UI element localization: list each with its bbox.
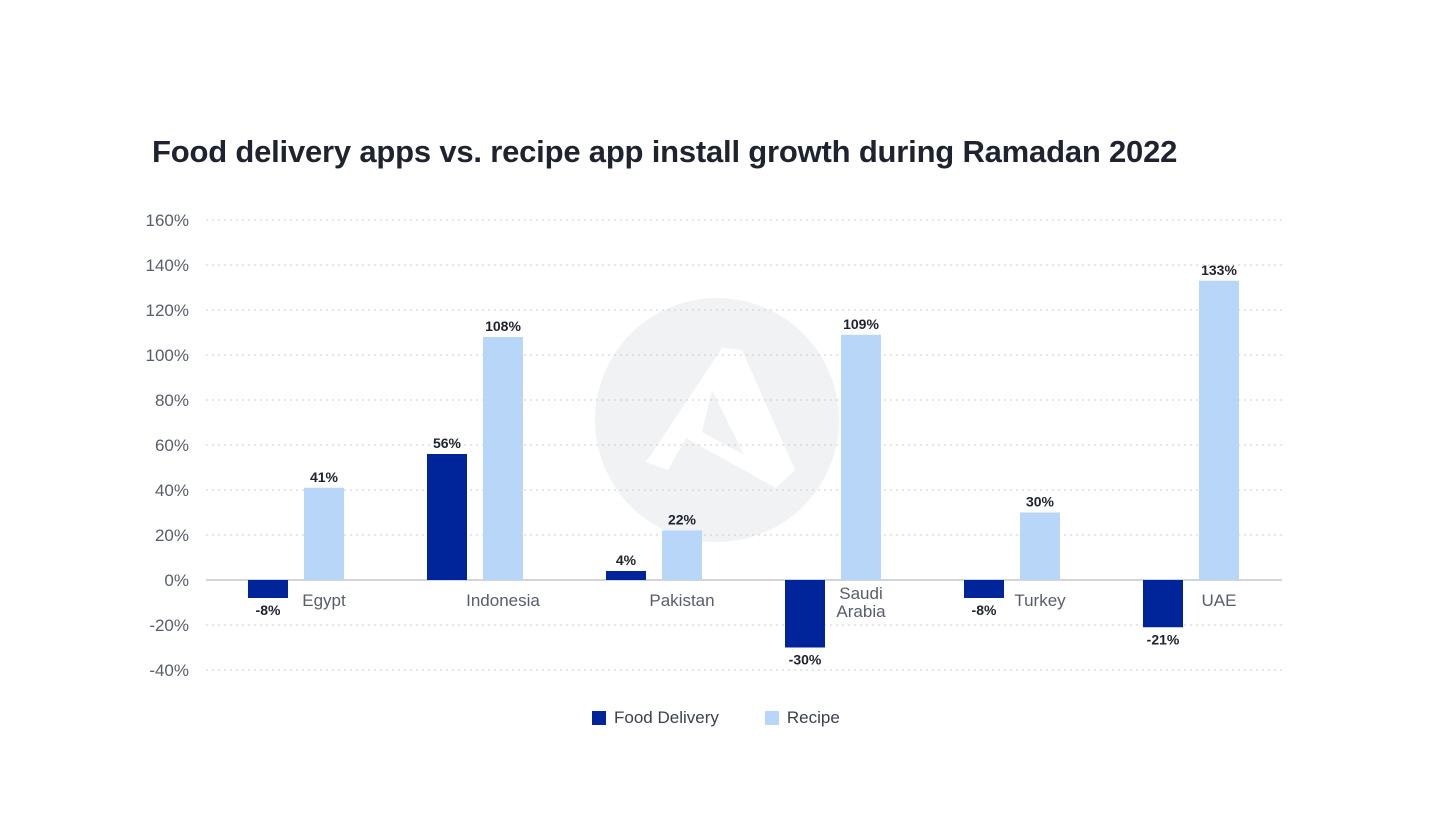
x-tick-label: Indonesia bbox=[466, 591, 540, 610]
y-tick-label: 160% bbox=[146, 211, 189, 230]
bar-recipe bbox=[662, 530, 702, 580]
data-label-recipe: 30% bbox=[1026, 494, 1055, 510]
legend-item-food-delivery: Food Delivery bbox=[592, 708, 719, 728]
data-label-food-delivery: -21% bbox=[1147, 631, 1180, 647]
x-tick-label: Turkey bbox=[1014, 591, 1066, 610]
y-tick-label: 100% bbox=[146, 346, 189, 365]
data-label-recipe: 109% bbox=[843, 316, 879, 332]
y-tick-label: 60% bbox=[155, 436, 189, 455]
bar-food-delivery bbox=[427, 454, 467, 580]
y-tick-label: 120% bbox=[146, 301, 189, 320]
data-label-food-delivery: -8% bbox=[256, 602, 281, 618]
y-tick-label: 0% bbox=[164, 571, 189, 590]
data-label-food-delivery: 56% bbox=[433, 435, 462, 451]
y-tick-label: 20% bbox=[155, 526, 189, 545]
x-tick-label: Arabia bbox=[836, 602, 886, 621]
grid-lines bbox=[206, 219, 1282, 671]
bar-food-delivery bbox=[606, 571, 646, 580]
bar-recipe bbox=[483, 337, 523, 580]
y-tick-label: 80% bbox=[155, 391, 189, 410]
y-tick-label: 140% bbox=[146, 256, 189, 275]
bar-recipe bbox=[1020, 512, 1060, 580]
legend-label-food-delivery: Food Delivery bbox=[614, 708, 719, 727]
legend-label-recipe: Recipe bbox=[786, 708, 840, 727]
data-label-food-delivery: 4% bbox=[616, 552, 637, 568]
y-axis: -40% -20% 0% 20% 40% 60% 80% 100% 120% 140% 160% bbox=[146, 211, 189, 680]
data-label-food-delivery: -8% bbox=[972, 602, 997, 618]
data-label-food-delivery: -30% bbox=[789, 652, 822, 668]
bars: -8% 41% 56% 108% 4% 22% -30% 109% -8% 30% -21% 133% bbox=[248, 262, 1239, 668]
legend-swatch-recipe bbox=[764, 711, 779, 725]
y-tick-label: -20% bbox=[149, 616, 189, 635]
data-label-recipe: 22% bbox=[668, 512, 697, 528]
bar-food-delivery bbox=[964, 580, 1004, 598]
bar-recipe bbox=[841, 334, 881, 580]
legend: Food Delivery Recipe bbox=[592, 708, 840, 728]
bar-recipe bbox=[304, 487, 344, 580]
bar-food-delivery bbox=[785, 580, 825, 648]
legend-item-recipe: Recipe bbox=[764, 708, 840, 728]
x-tick-label: Egypt bbox=[302, 591, 346, 610]
y-tick-label: -40% bbox=[149, 661, 189, 680]
bar-recipe bbox=[1199, 280, 1239, 580]
watermark-logo bbox=[595, 298, 839, 542]
bar-food-delivery bbox=[1143, 580, 1183, 628]
x-tick-label: Saudi bbox=[839, 584, 882, 603]
x-tick-label: UAE bbox=[1202, 591, 1237, 610]
data-label-recipe: 108% bbox=[485, 318, 521, 334]
data-label-recipe: 133% bbox=[1201, 262, 1237, 278]
y-tick-label: 40% bbox=[155, 481, 189, 500]
bar-food-delivery bbox=[248, 580, 288, 598]
data-label-recipe: 41% bbox=[310, 469, 339, 485]
chart-title: Food delivery apps vs. recipe app instal… bbox=[152, 134, 1178, 169]
legend-swatch-food-delivery bbox=[592, 711, 606, 725]
x-tick-label: Pakistan bbox=[649, 591, 714, 610]
